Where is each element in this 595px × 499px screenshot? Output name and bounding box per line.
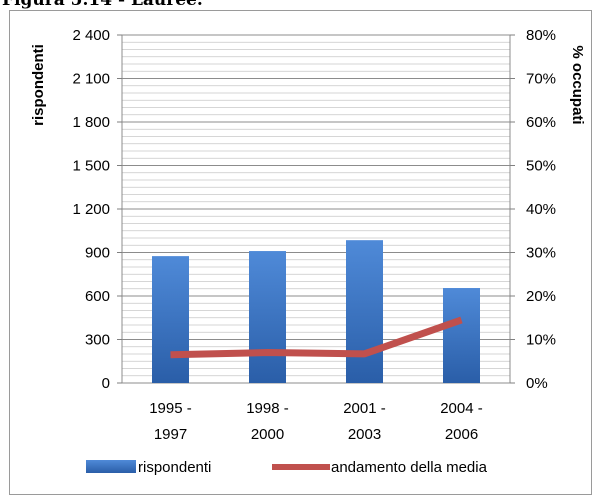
y2-tick-label: 40% (526, 201, 556, 218)
y-tick-label: 1 500 (72, 158, 110, 175)
y-tick-label: 1 800 (72, 114, 110, 131)
figure-title: Figura 5.14 - Lauree. (2, 0, 203, 10)
bar (346, 240, 383, 383)
y2-tick-label: 80% (526, 27, 556, 44)
y2-axis-title: % occupati (569, 45, 586, 124)
bar (443, 288, 480, 383)
y2-tick-label: 70% (526, 71, 556, 88)
y-tick-label: 300 (85, 332, 110, 349)
x-tick-label: 2003 (348, 426, 381, 443)
line-series (170, 316, 463, 359)
x-tick-label: 1998 - (246, 400, 289, 417)
legend-label: andamento della media (331, 459, 488, 476)
legend-swatch-bars (86, 460, 136, 473)
y-tick-label: 2 100 (72, 71, 110, 88)
x-tick-label: 2001 - (343, 400, 386, 417)
y-tick-label: 900 (85, 245, 110, 262)
y-axis-title: rispondenti (30, 44, 47, 126)
y2-tick-label: 30% (526, 245, 556, 262)
bar (249, 251, 286, 383)
y-tick-label: 2 400 (72, 27, 110, 44)
x-tick-label: 1995 - (149, 400, 192, 417)
y-tick-label: 0 (102, 375, 110, 392)
y2-tick-label: 50% (526, 158, 556, 175)
y2-tick-label: 10% (526, 332, 556, 349)
x-tick-label: 2004 - (440, 400, 483, 417)
x-tick-label: 1997 (154, 426, 187, 443)
y-tick-label: 1 200 (72, 201, 110, 218)
y2-tick-label: 60% (526, 114, 556, 131)
y2-tick-label: 20% (526, 288, 556, 305)
y-tick-label: 600 (85, 288, 110, 305)
legend-label: rispondenti (138, 459, 211, 476)
y2-tick-label: 0% (526, 375, 548, 392)
bar (152, 256, 189, 383)
x-tick-label: 2006 (445, 426, 478, 443)
x-tick-label: 2000 (251, 426, 284, 443)
